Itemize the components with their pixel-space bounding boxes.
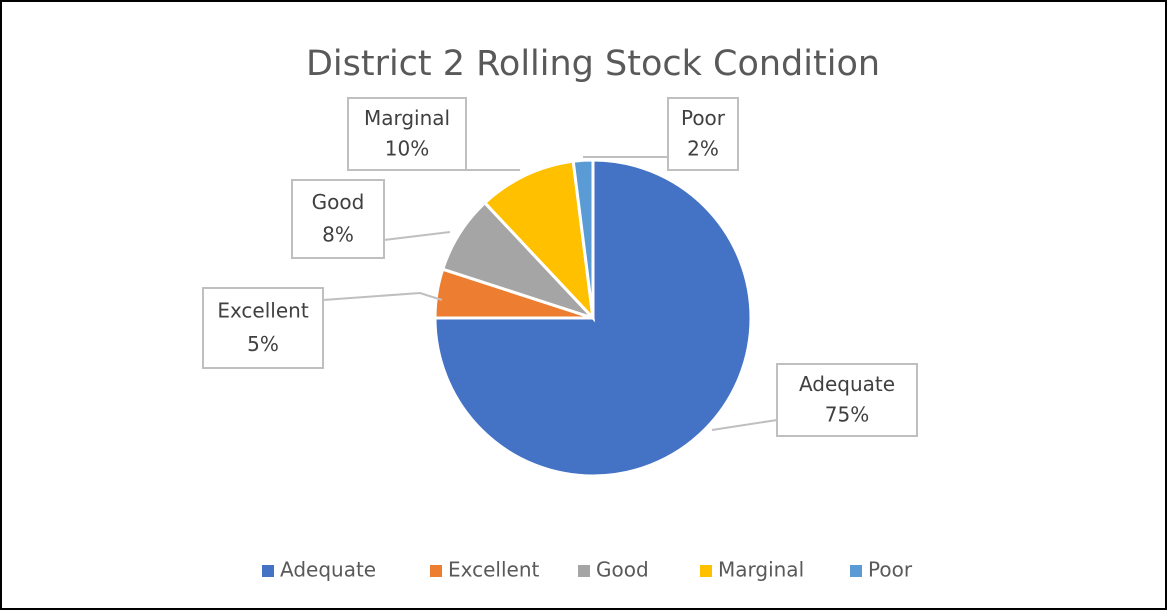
pie-slice bbox=[571, 158, 595, 319]
label-box bbox=[202, 287, 324, 369]
data-label-value: 5% bbox=[247, 332, 279, 356]
legend-label: Good bbox=[596, 558, 649, 582]
label-box bbox=[291, 179, 385, 259]
leader-line bbox=[383, 231, 451, 241]
legend-swatch bbox=[430, 565, 442, 577]
leader-line bbox=[322, 291, 443, 301]
legend-swatch bbox=[850, 565, 862, 577]
label-box bbox=[776, 363, 918, 437]
data-label-value: 10% bbox=[385, 136, 429, 160]
legend-label: Adequate bbox=[280, 558, 376, 582]
leader-line bbox=[711, 419, 778, 431]
legend-label: Poor bbox=[868, 558, 913, 582]
legend-label: Marginal bbox=[718, 558, 804, 582]
data-label-name: Marginal bbox=[364, 106, 450, 130]
data-label-name: Excellent bbox=[217, 299, 309, 323]
label-box bbox=[347, 97, 467, 171]
data-label-value: 75% bbox=[825, 402, 869, 426]
data-label-name: Good bbox=[312, 190, 365, 214]
legend-swatch bbox=[700, 565, 712, 577]
chart-title: District 2 Rolling Stock Condition bbox=[306, 44, 880, 84]
data-label-value: 8% bbox=[322, 223, 354, 247]
legend-label: Excellent bbox=[448, 558, 540, 582]
data-label-name: Poor bbox=[681, 106, 726, 130]
data-label-value: 2% bbox=[687, 136, 719, 160]
data-label-name: Adequate bbox=[799, 372, 895, 396]
pie-slice bbox=[482, 159, 596, 323]
label-box bbox=[667, 97, 739, 171]
legend-swatch bbox=[578, 565, 590, 577]
legend-swatch bbox=[262, 565, 274, 577]
